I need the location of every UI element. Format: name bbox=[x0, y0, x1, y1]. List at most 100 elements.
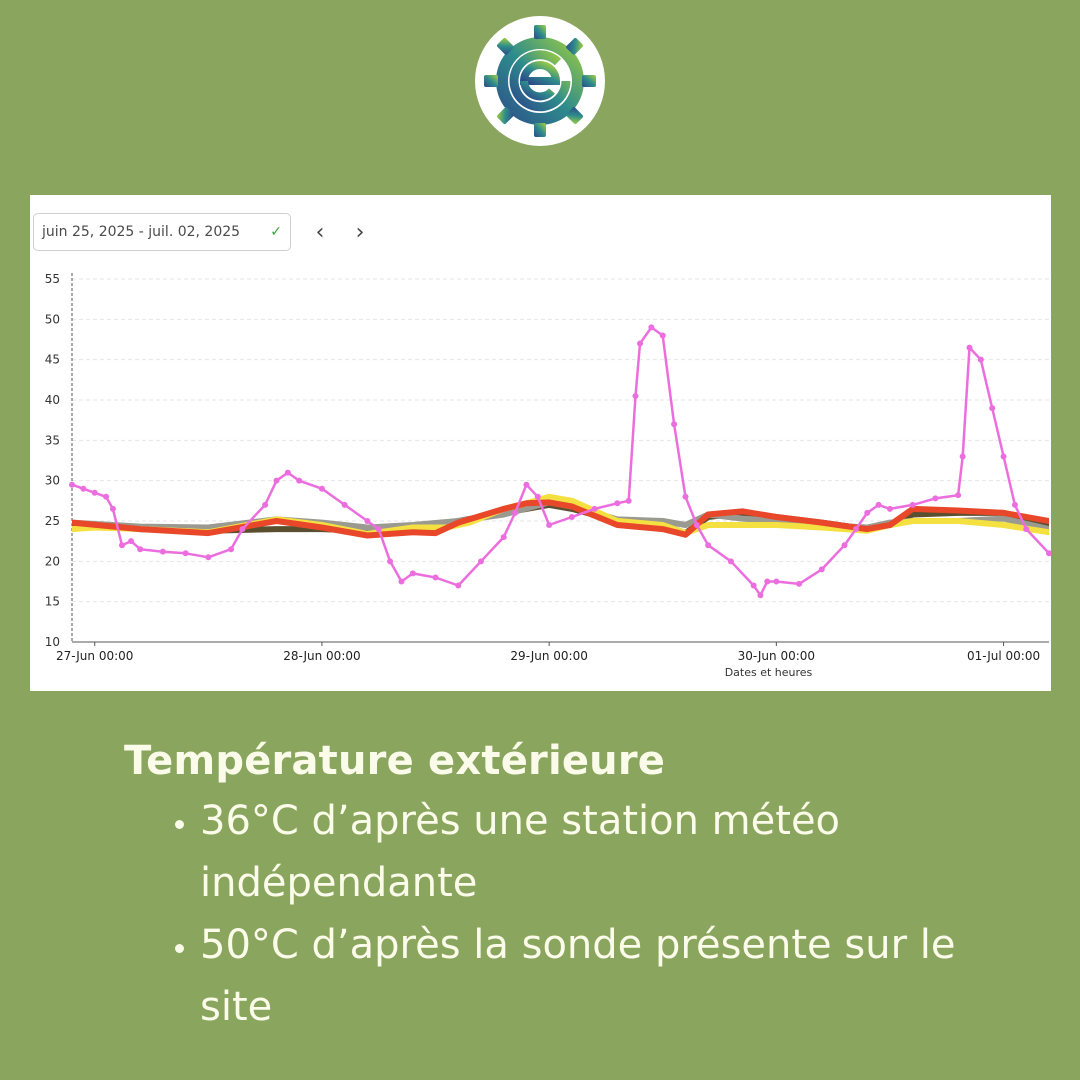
series-point bbox=[841, 542, 848, 549]
series-point bbox=[80, 485, 87, 492]
series-point bbox=[568, 513, 575, 520]
series-point bbox=[159, 548, 166, 555]
series-point bbox=[118, 542, 125, 549]
caption-bullet-probe: 50°C d’après la sonde présente sur le si… bbox=[200, 914, 1024, 1038]
series-point bbox=[614, 500, 621, 507]
series-point bbox=[909, 501, 916, 508]
series-point bbox=[228, 546, 235, 553]
series-point bbox=[182, 550, 189, 557]
gear-e-logo-icon bbox=[474, 15, 606, 147]
series-point bbox=[477, 558, 484, 565]
series-point bbox=[648, 324, 655, 331]
series-point bbox=[757, 592, 764, 599]
chevron-left-icon: ‹ bbox=[315, 219, 325, 245]
series-point bbox=[659, 332, 666, 339]
series-point bbox=[625, 497, 632, 504]
series-point bbox=[91, 489, 98, 496]
series-point bbox=[239, 526, 246, 533]
y-tick-label: 40 bbox=[45, 393, 60, 407]
series-point bbox=[727, 558, 734, 565]
chevron-right-icon: › bbox=[355, 219, 365, 245]
x-tick-label: 28-Jun 00:00 bbox=[283, 649, 360, 663]
series-point bbox=[705, 542, 712, 549]
x-tick-label: 29-Jun 00:00 bbox=[510, 649, 587, 663]
x-tick-label: 30-Jun 00:00 bbox=[738, 649, 815, 663]
series-point bbox=[546, 522, 553, 529]
series-point bbox=[284, 469, 291, 476]
next-period-button[interactable]: › bbox=[345, 217, 375, 247]
series-point bbox=[1000, 453, 1007, 460]
series-point bbox=[262, 501, 269, 508]
caption-list: 36°C d’après une station météo indépenda… bbox=[124, 790, 1024, 1038]
series-point bbox=[932, 495, 939, 502]
series-point bbox=[1046, 550, 1051, 557]
y-tick-label: 15 bbox=[45, 595, 60, 609]
caption-bullet-station: 36°C d’après une station météo indépenda… bbox=[200, 790, 1024, 914]
series-point bbox=[375, 526, 382, 533]
y-tick-label: 25 bbox=[45, 514, 60, 528]
series-point bbox=[671, 421, 678, 428]
series-line-4 bbox=[72, 326, 1049, 597]
x-tick-label: 27-Jun 00:00 bbox=[56, 649, 133, 663]
series-point bbox=[875, 501, 882, 508]
series-point bbox=[886, 505, 893, 512]
caption: Température extérieure 36°C d’après une … bbox=[124, 738, 1024, 1038]
series-point bbox=[977, 356, 984, 363]
series-point bbox=[682, 493, 689, 500]
series-point bbox=[632, 392, 639, 399]
series-point bbox=[318, 485, 325, 492]
series-point bbox=[773, 578, 780, 585]
series-point bbox=[500, 534, 507, 541]
caption-title: Température extérieure bbox=[124, 738, 666, 784]
series-point bbox=[341, 501, 348, 508]
series-point bbox=[273, 477, 280, 484]
x-axis-label: Dates et heures bbox=[725, 666, 813, 679]
series-point bbox=[512, 509, 519, 516]
series-point bbox=[387, 558, 394, 565]
series-point bbox=[534, 493, 541, 500]
series-point bbox=[818, 566, 825, 573]
series-point bbox=[852, 526, 859, 533]
series-point bbox=[750, 582, 757, 589]
y-tick-label: 20 bbox=[45, 554, 60, 568]
series-point bbox=[523, 481, 530, 488]
x-tick-label: 01-Jul 00:00 bbox=[967, 649, 1040, 663]
y-tick-label: 35 bbox=[45, 433, 60, 447]
series-point bbox=[966, 344, 973, 351]
series-point bbox=[637, 340, 644, 347]
series-point bbox=[364, 518, 371, 524]
series-point bbox=[137, 546, 144, 553]
previous-period-button[interactable]: ‹ bbox=[305, 217, 335, 247]
series-point bbox=[796, 580, 803, 587]
series-line-3 bbox=[72, 499, 1049, 539]
series-point bbox=[398, 578, 405, 585]
temperature-chart: 10 15 20 25 30 35 40 45 50 55 27-Jun 00:00 28-Jun 0… bbox=[45, 272, 1051, 679]
series-point bbox=[989, 405, 996, 412]
chart-card: 10 15 20 25 30 35 40 45 50 55 27-Jun 00:00 28-Jun 0… bbox=[30, 195, 1051, 691]
series-point bbox=[432, 574, 439, 581]
y-tick-label: 45 bbox=[45, 353, 60, 367]
y-tick-label: 50 bbox=[45, 312, 60, 326]
series-point bbox=[955, 492, 962, 499]
series-point bbox=[455, 582, 462, 589]
series-point bbox=[205, 554, 212, 561]
y-tick-label: 30 bbox=[45, 474, 60, 488]
series-point bbox=[128, 538, 135, 545]
series-point bbox=[591, 505, 598, 512]
series-point bbox=[69, 481, 75, 488]
y-tick-label: 10 bbox=[45, 635, 60, 649]
y-tick-label: 55 bbox=[45, 272, 60, 286]
series-point bbox=[864, 509, 871, 516]
series-point bbox=[296, 477, 303, 484]
series-point bbox=[1023, 526, 1030, 533]
series-point bbox=[409, 570, 416, 577]
date-range-label: juin 25, 2025 - juil. 02, 2025 bbox=[42, 224, 241, 240]
series-point bbox=[764, 578, 771, 585]
date-range-selector[interactable]: juin 25, 2025 - juil. 02, 2025 ✓ bbox=[33, 213, 291, 251]
series-point bbox=[959, 453, 966, 460]
series-point bbox=[109, 505, 116, 512]
series-point bbox=[103, 493, 110, 500]
checkmark-icon: ✓ bbox=[270, 224, 282, 240]
series-point bbox=[693, 522, 700, 529]
series-point bbox=[1011, 501, 1018, 508]
